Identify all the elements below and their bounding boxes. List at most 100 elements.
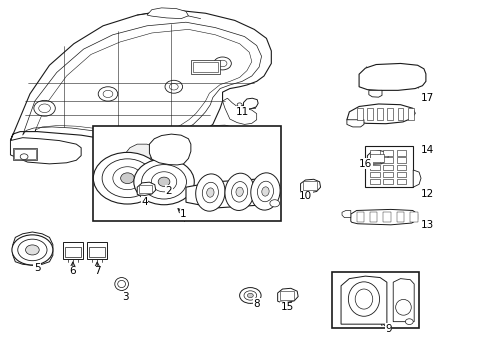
Bar — [14, 149, 36, 159]
Text: 6: 6 — [69, 266, 76, 276]
Ellipse shape — [347, 282, 379, 316]
Polygon shape — [341, 211, 350, 218]
Polygon shape — [346, 104, 414, 124]
Polygon shape — [10, 138, 81, 164]
Bar — [407, 108, 413, 120]
Polygon shape — [412, 170, 420, 187]
Ellipse shape — [218, 60, 226, 67]
Text: 17: 17 — [420, 93, 433, 103]
Bar — [87, 242, 107, 259]
Bar — [383, 150, 392, 156]
Bar — [383, 179, 392, 184]
Ellipse shape — [93, 152, 161, 204]
Bar — [383, 157, 392, 163]
Polygon shape — [185, 178, 276, 208]
Ellipse shape — [239, 288, 261, 303]
Polygon shape — [126, 144, 154, 164]
Polygon shape — [277, 288, 298, 303]
Polygon shape — [137, 182, 156, 195]
Bar — [190, 60, 220, 74]
Bar — [331, 272, 418, 328]
Ellipse shape — [121, 173, 134, 184]
Bar — [139, 185, 152, 193]
Bar — [193, 62, 217, 72]
Text: 10: 10 — [298, 191, 311, 201]
Text: 12: 12 — [420, 189, 433, 199]
Bar — [369, 212, 377, 222]
Polygon shape — [243, 98, 258, 110]
Ellipse shape — [113, 167, 142, 190]
Ellipse shape — [20, 154, 28, 159]
Bar — [396, 212, 404, 222]
Ellipse shape — [236, 187, 243, 197]
Bar — [369, 165, 379, 170]
Ellipse shape — [405, 319, 412, 324]
Bar — [356, 212, 363, 222]
Ellipse shape — [142, 165, 186, 199]
Bar — [409, 212, 417, 222]
Polygon shape — [366, 150, 387, 164]
Ellipse shape — [213, 57, 231, 70]
Ellipse shape — [224, 173, 254, 211]
Ellipse shape — [269, 200, 279, 207]
Text: 1: 1 — [180, 209, 186, 219]
Bar — [383, 172, 392, 177]
Bar — [280, 291, 293, 300]
Ellipse shape — [103, 90, 113, 98]
Bar — [396, 172, 406, 177]
Ellipse shape — [261, 187, 268, 196]
Text: 5: 5 — [34, 263, 41, 273]
Bar — [63, 242, 82, 259]
Bar — [396, 179, 406, 184]
Text: 16: 16 — [358, 159, 371, 169]
Polygon shape — [13, 232, 53, 265]
Bar — [303, 181, 316, 190]
Bar — [356, 108, 362, 120]
Bar — [383, 165, 392, 170]
Ellipse shape — [102, 159, 153, 198]
Ellipse shape — [237, 103, 242, 107]
Text: 15: 15 — [280, 302, 293, 312]
Bar — [396, 150, 406, 156]
Polygon shape — [222, 98, 256, 125]
Ellipse shape — [395, 300, 410, 315]
Bar — [396, 165, 406, 170]
Ellipse shape — [151, 172, 176, 192]
Bar — [366, 108, 372, 120]
Bar — [369, 154, 384, 162]
Ellipse shape — [387, 73, 396, 79]
Polygon shape — [10, 10, 271, 142]
Text: 2: 2 — [165, 186, 172, 196]
Bar — [245, 101, 254, 108]
Ellipse shape — [169, 84, 178, 90]
Ellipse shape — [244, 291, 256, 300]
Text: 8: 8 — [253, 299, 260, 309]
Ellipse shape — [115, 278, 128, 291]
Ellipse shape — [202, 182, 218, 203]
Ellipse shape — [12, 235, 53, 265]
Ellipse shape — [134, 159, 194, 205]
Polygon shape — [147, 8, 188, 19]
Polygon shape — [346, 120, 363, 127]
Text: 3: 3 — [122, 292, 128, 302]
Bar — [369, 157, 379, 163]
Text: 9: 9 — [384, 324, 391, 334]
Polygon shape — [300, 179, 320, 193]
Ellipse shape — [158, 177, 169, 186]
Bar — [65, 247, 81, 257]
Ellipse shape — [18, 239, 47, 261]
Ellipse shape — [34, 100, 55, 116]
Ellipse shape — [354, 289, 372, 309]
Polygon shape — [147, 134, 178, 140]
Text: 4: 4 — [141, 197, 147, 207]
Bar — [365, 146, 412, 187]
Ellipse shape — [247, 293, 253, 298]
Bar — [383, 212, 390, 222]
Bar — [93, 126, 281, 221]
Ellipse shape — [164, 80, 182, 93]
Bar — [13, 148, 37, 160]
Bar — [397, 108, 403, 120]
Polygon shape — [340, 276, 386, 324]
Text: 13: 13 — [420, 220, 433, 230]
Ellipse shape — [206, 188, 214, 197]
